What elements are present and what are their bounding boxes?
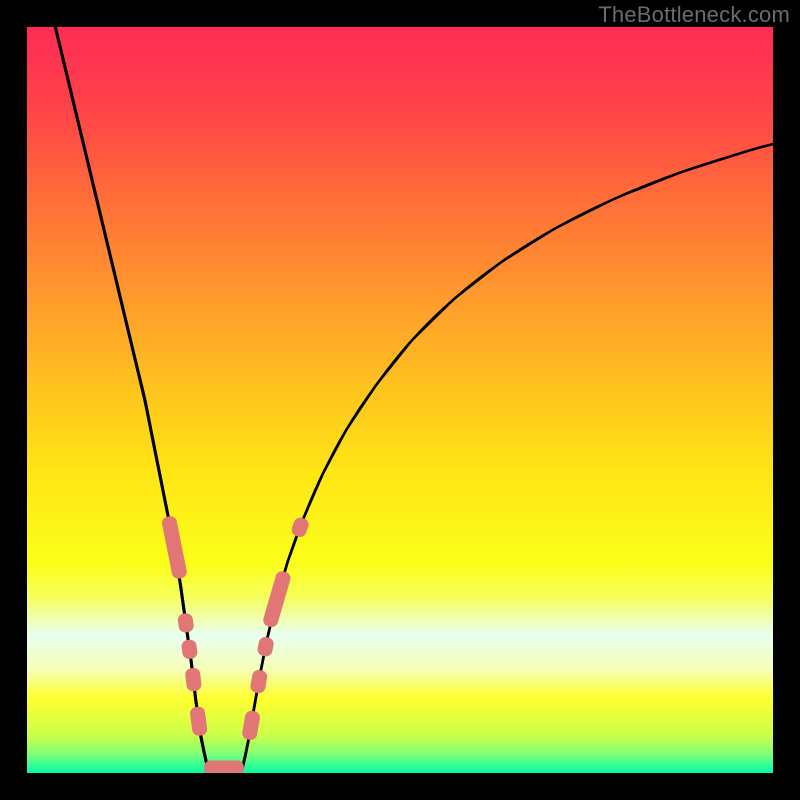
watermark-text: TheBottleneck.com xyxy=(598,2,790,28)
chart-outer-frame: TheBottleneck.com xyxy=(0,0,800,800)
marker-left-2 xyxy=(181,639,197,659)
chart-background xyxy=(27,27,773,773)
marker-left-1 xyxy=(178,613,194,633)
chart-plot-area xyxy=(27,27,773,773)
marker-bottom xyxy=(205,761,244,773)
marker-left-3 xyxy=(185,668,202,692)
